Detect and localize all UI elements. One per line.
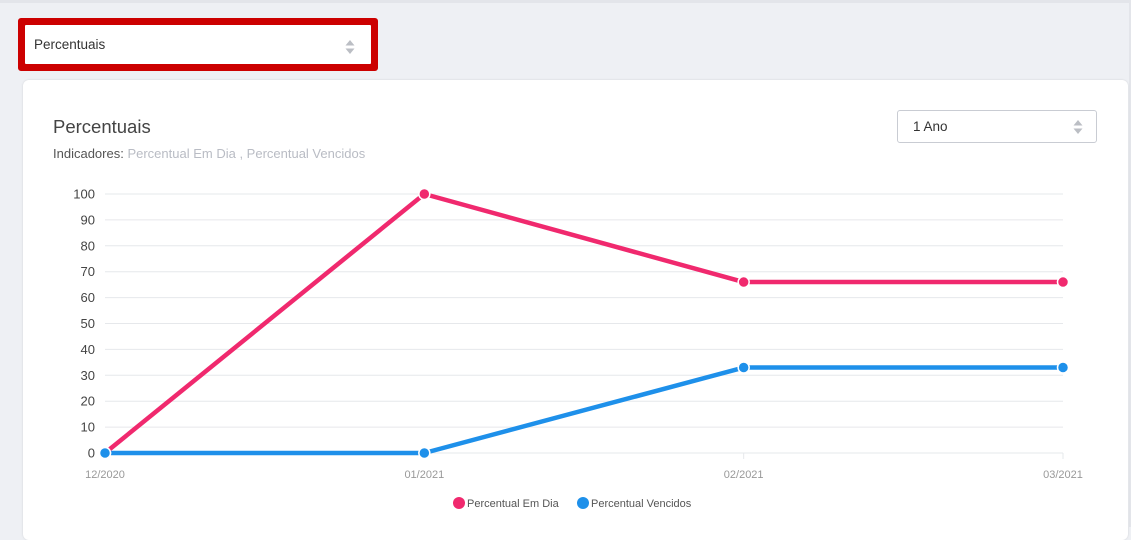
x-tick-label: 01/2021: [404, 469, 444, 481]
highlight-frame: Percentuais: [18, 18, 378, 71]
series-line: [102, 191, 1066, 456]
sort-arrows-icon: [1073, 120, 1083, 134]
legend-marker: [577, 497, 589, 509]
y-tick-label: 50: [81, 316, 95, 331]
data-point: [737, 275, 750, 289]
y-tick-label: 60: [81, 290, 95, 305]
y-tick-label: 100: [73, 187, 95, 202]
data-point: [98, 446, 112, 460]
x-tick-label: 03/2021: [1043, 469, 1083, 481]
data-point: [737, 361, 750, 374]
data-point: [1056, 275, 1070, 289]
y-tick-label: 40: [81, 342, 95, 357]
y-tick-label: 0: [88, 446, 95, 461]
legend-marker: [453, 497, 465, 509]
period-select[interactable]: 1 Ano: [897, 110, 1097, 143]
right-border: [1129, 0, 1131, 527]
x-tick-label: 12/2020: [85, 469, 125, 481]
indicator-group-select-value: Percentuais: [34, 37, 106, 52]
y-tick-label: 30: [81, 368, 95, 383]
line-chart: 0 10 20 30 40 50 60 70 80 90 100 12/2020 01/2021 02/2…: [73, 187, 1083, 511]
indicators-label: Indicadores:: [53, 146, 124, 161]
legend-label: Percentual Vencidos: [591, 498, 692, 510]
data-point: [418, 187, 431, 201]
legend-label: Percentual Em Dia: [467, 498, 560, 510]
x-tick-label: 02/2021: [724, 469, 764, 481]
y-tick-label: 90: [81, 212, 95, 227]
period-select-value: 1 Ano: [913, 119, 948, 134]
y-tick-label: 20: [81, 394, 95, 409]
chart-title: Percentuais: [53, 116, 151, 137]
top-border: [0, 0, 1131, 3]
indicators-line: Indicadores: Percentual Em Dia , Percent…: [53, 146, 365, 161]
data-point: [418, 446, 431, 460]
sort-arrows-icon: [345, 40, 355, 54]
indicators-value: Percentual Em Dia , Percentual Vencidos: [127, 146, 366, 161]
indicator-group-select[interactable]: Percentuais: [25, 25, 371, 64]
y-tick-label: 80: [81, 238, 95, 253]
series-line: [102, 365, 1066, 456]
y-tick-label: 10: [81, 420, 95, 435]
chart-card: Percentuais Indicadores: Percentual Em D…: [23, 80, 1128, 540]
data-point: [1056, 361, 1070, 374]
y-tick-label: 70: [81, 264, 95, 279]
